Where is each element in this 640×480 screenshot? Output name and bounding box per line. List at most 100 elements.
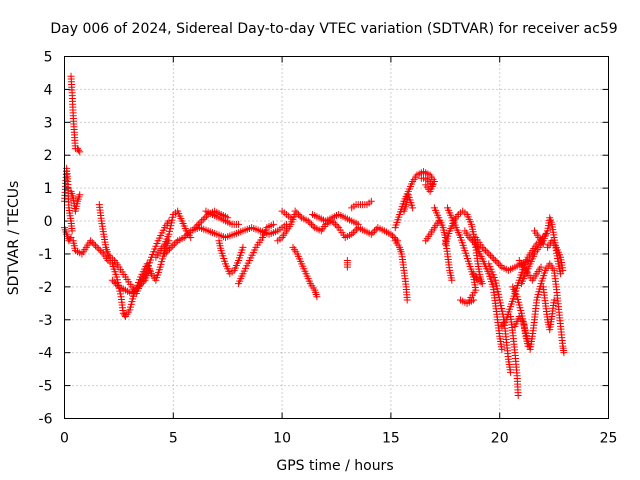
data-point (476, 250, 487, 265)
data-point (76, 191, 84, 199)
data-point (311, 286, 320, 299)
data-point (400, 203, 409, 215)
data-point (454, 209, 465, 218)
x-axis-label: GPS time / hours (276, 458, 393, 474)
data-point (248, 224, 262, 234)
data-point (404, 191, 416, 209)
data-point (97, 217, 107, 236)
data-point (169, 209, 179, 218)
data-point (119, 309, 128, 319)
data-point (204, 208, 216, 218)
y-tick-label: 4 (44, 82, 53, 98)
data-point (517, 309, 529, 334)
data-point (195, 224, 210, 234)
data-point (111, 257, 121, 269)
data-point (239, 259, 252, 278)
data-point (134, 278, 147, 291)
data-point (443, 204, 455, 219)
data-point (535, 239, 546, 251)
data-point (156, 249, 168, 271)
data-point (343, 263, 351, 271)
data-point (302, 270, 313, 285)
y-tick-label: -1 (39, 247, 53, 263)
data-point (363, 199, 373, 209)
data-point (211, 207, 223, 217)
data-point (108, 260, 120, 278)
data-point (341, 231, 354, 241)
data-point (93, 243, 106, 256)
data-point (361, 227, 373, 237)
data-point (426, 226, 437, 238)
data-point (428, 181, 436, 189)
data-point (423, 183, 434, 195)
data-point (148, 270, 158, 282)
data-point (141, 256, 154, 278)
data-point (74, 145, 83, 154)
data-point (222, 231, 236, 241)
data-point (465, 260, 477, 278)
data-point (154, 226, 167, 245)
data-point (485, 260, 498, 282)
data-point (461, 227, 472, 239)
data-point (167, 238, 180, 251)
data-point (104, 250, 113, 260)
data-point (541, 299, 551, 321)
y-tick-label: 0 (44, 214, 53, 230)
data-point (517, 272, 529, 288)
data-point (121, 308, 132, 320)
data-point (422, 232, 433, 245)
data-point (348, 225, 361, 238)
data-point (515, 257, 528, 272)
data-point (152, 266, 163, 284)
data-point (507, 292, 518, 311)
data-point (71, 200, 81, 215)
data-point (100, 250, 111, 262)
data-point (535, 234, 546, 246)
data-point (343, 257, 351, 269)
data-point (215, 214, 227, 224)
data-point (537, 263, 545, 271)
data-point (102, 243, 111, 256)
data-point (76, 148, 84, 156)
data-point (544, 239, 554, 251)
data-point (63, 230, 72, 243)
data-point (367, 225, 380, 238)
data-point (304, 217, 317, 230)
data-point (228, 220, 240, 228)
data-point (291, 207, 304, 220)
data-point (476, 273, 486, 285)
data-point (409, 173, 420, 186)
data-point (531, 246, 541, 258)
data-point (496, 296, 507, 321)
data-point (498, 345, 506, 353)
data-point (252, 236, 265, 251)
data-point (82, 239, 93, 251)
data-point (341, 214, 354, 224)
data-point (191, 219, 204, 232)
x-tick-label: 25 (600, 431, 618, 447)
data-point (491, 276, 503, 301)
data-point (439, 224, 449, 239)
data-point (128, 285, 141, 297)
data-point (126, 292, 137, 314)
data-point (67, 72, 76, 94)
y-tick-label: 1 (44, 181, 53, 197)
data-point (354, 220, 362, 228)
data-point (400, 190, 411, 205)
data-point (537, 269, 549, 288)
data-point (552, 243, 564, 259)
data-point (348, 217, 360, 227)
data-point (328, 212, 340, 222)
data-point (148, 240, 161, 261)
data-point (121, 273, 134, 288)
data-point (398, 250, 408, 272)
data-point (420, 168, 432, 178)
data-point (396, 243, 405, 256)
data-point (402, 283, 411, 301)
data-point (528, 242, 539, 255)
data-point (502, 305, 514, 324)
data-point (161, 219, 171, 232)
data-point (533, 282, 544, 304)
data-point (213, 230, 227, 241)
data-point (235, 246, 246, 265)
